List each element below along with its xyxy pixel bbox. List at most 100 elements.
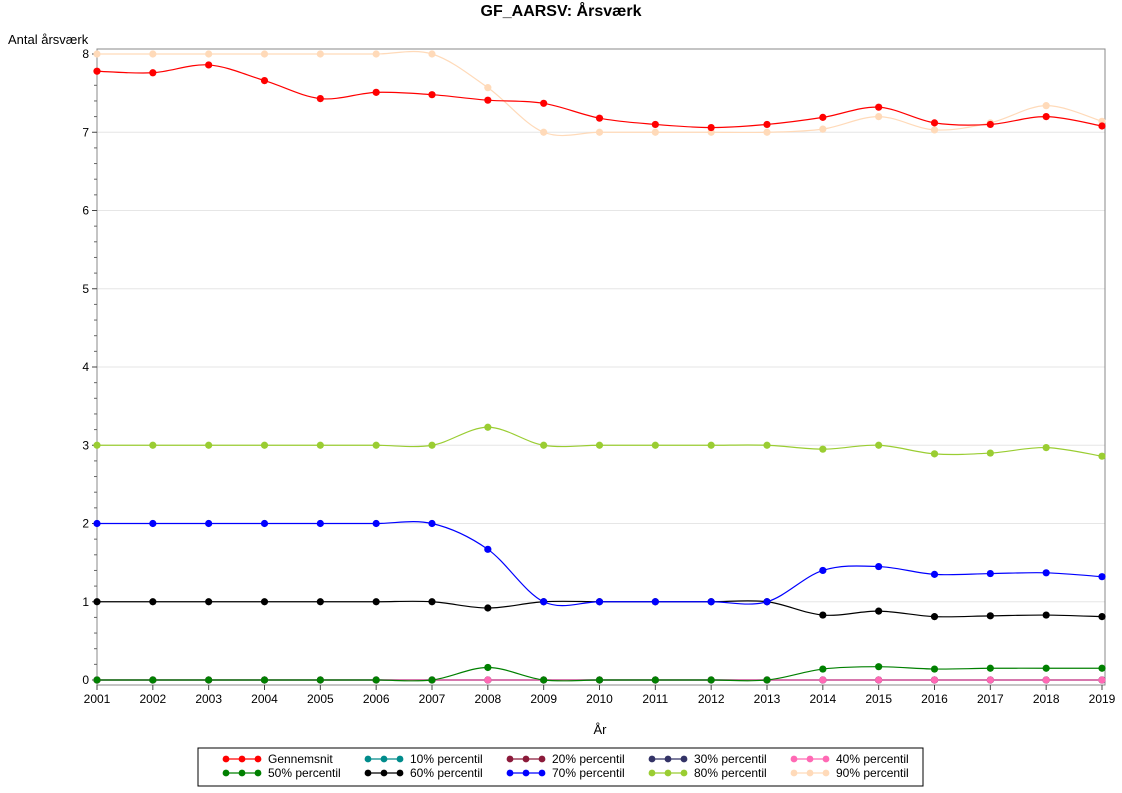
data-point — [540, 676, 548, 684]
data-point — [875, 441, 883, 449]
y-tick-label: 3 — [82, 438, 89, 452]
data-point — [484, 676, 492, 684]
data-point — [316, 441, 324, 449]
data-point — [540, 128, 548, 136]
data-point — [372, 50, 380, 58]
data-point — [819, 665, 827, 673]
legend-label: 90% percentil — [836, 766, 909, 780]
data-point — [651, 128, 659, 136]
legend-item: 10% percentil — [364, 752, 483, 766]
x-tick-label: 2017 — [977, 692, 1004, 706]
data-point — [651, 676, 659, 684]
data-point — [986, 449, 994, 457]
data-point — [260, 50, 269, 58]
legend-marker — [790, 769, 798, 777]
data-point — [819, 125, 827, 133]
data-point — [595, 598, 604, 606]
data-point — [428, 676, 436, 684]
legend-marker — [648, 755, 656, 763]
x-tick-label: 2002 — [139, 692, 166, 706]
data-point — [205, 519, 213, 528]
data-point — [875, 562, 883, 571]
series-1 — [93, 61, 1106, 132]
legend-marker — [254, 755, 262, 763]
data-point — [1042, 664, 1050, 672]
legend-marker — [222, 755, 230, 763]
legend-label: 20% percentil — [552, 752, 625, 766]
legend: Gennemsnit 10% percentil 20% percentil 30% … — [197, 747, 924, 787]
data-point — [260, 519, 269, 528]
data-point — [316, 676, 324, 684]
x-tick-label: 2009 — [530, 692, 557, 706]
data-point — [316, 519, 324, 528]
data-point — [1042, 443, 1050, 452]
series-6 — [93, 663, 1106, 684]
legend-marker — [648, 769, 656, 777]
legend-label: 40% percentil — [836, 752, 909, 766]
data-point — [205, 676, 213, 684]
x-axis-label: År — [594, 722, 608, 737]
data-point — [763, 128, 771, 136]
grid — [97, 131, 1105, 603]
legend-marker — [790, 755, 798, 763]
legend-marker — [664, 755, 672, 763]
data-point — [428, 519, 436, 528]
legend-item: 50% percentil — [222, 766, 341, 780]
x-tick-label: 2005 — [307, 692, 334, 706]
x-tick-label: 2012 — [698, 692, 725, 706]
data-point — [205, 50, 213, 58]
data-point — [986, 120, 994, 129]
data-point — [819, 611, 827, 619]
data-point — [484, 84, 492, 92]
legend-marker — [664, 769, 672, 777]
data-point — [875, 676, 883, 684]
legend-label: 10% percentil — [410, 752, 483, 766]
data-point — [875, 607, 883, 615]
data-point — [595, 128, 604, 136]
data-point — [1042, 569, 1050, 577]
legend-item: 80% percentil — [648, 766, 767, 780]
y-tick-label: 8 — [82, 47, 89, 61]
x-tick-label: 2011 — [642, 692, 668, 706]
data-point — [260, 77, 269, 85]
data-point — [930, 570, 939, 578]
legend-label: 70% percentil — [552, 766, 625, 780]
data-point — [875, 113, 883, 121]
legend-label: 80% percentil — [694, 766, 767, 780]
data-point — [372, 441, 380, 449]
legend-label: 50% percentil — [268, 766, 341, 780]
data-point — [986, 676, 994, 684]
legend-marker — [238, 755, 246, 763]
legend-marker — [254, 769, 262, 777]
y-axis-label: Antal årsværk — [8, 32, 89, 47]
series-8 — [93, 519, 1106, 607]
data-point — [149, 69, 157, 77]
data-point — [149, 50, 157, 58]
x-tick-label: 2006 — [363, 692, 390, 706]
data-point — [93, 50, 101, 58]
data-point — [1098, 676, 1106, 684]
data-point — [316, 95, 324, 103]
data-point — [595, 441, 604, 449]
y-tick-label: 4 — [82, 360, 89, 374]
x-tick-label: 2018 — [1033, 692, 1060, 706]
data-point — [930, 613, 939, 621]
y-tick-label: 2 — [82, 517, 89, 531]
legend-marker — [538, 769, 546, 777]
data-point — [540, 99, 548, 107]
data-point — [986, 569, 994, 578]
data-point — [1042, 102, 1050, 110]
data-point — [930, 119, 939, 127]
data-point — [651, 598, 659, 606]
data-point — [819, 445, 827, 453]
x-tick-label: 2007 — [419, 692, 446, 706]
legend-marker — [364, 755, 372, 763]
legend-marker — [238, 769, 246, 777]
legend-marker — [680, 755, 688, 763]
data-point — [372, 519, 380, 528]
legend-marker — [222, 769, 230, 777]
data-point — [205, 441, 213, 449]
legend-item: Gennemsnit — [222, 752, 333, 766]
legend-marker — [506, 769, 514, 777]
